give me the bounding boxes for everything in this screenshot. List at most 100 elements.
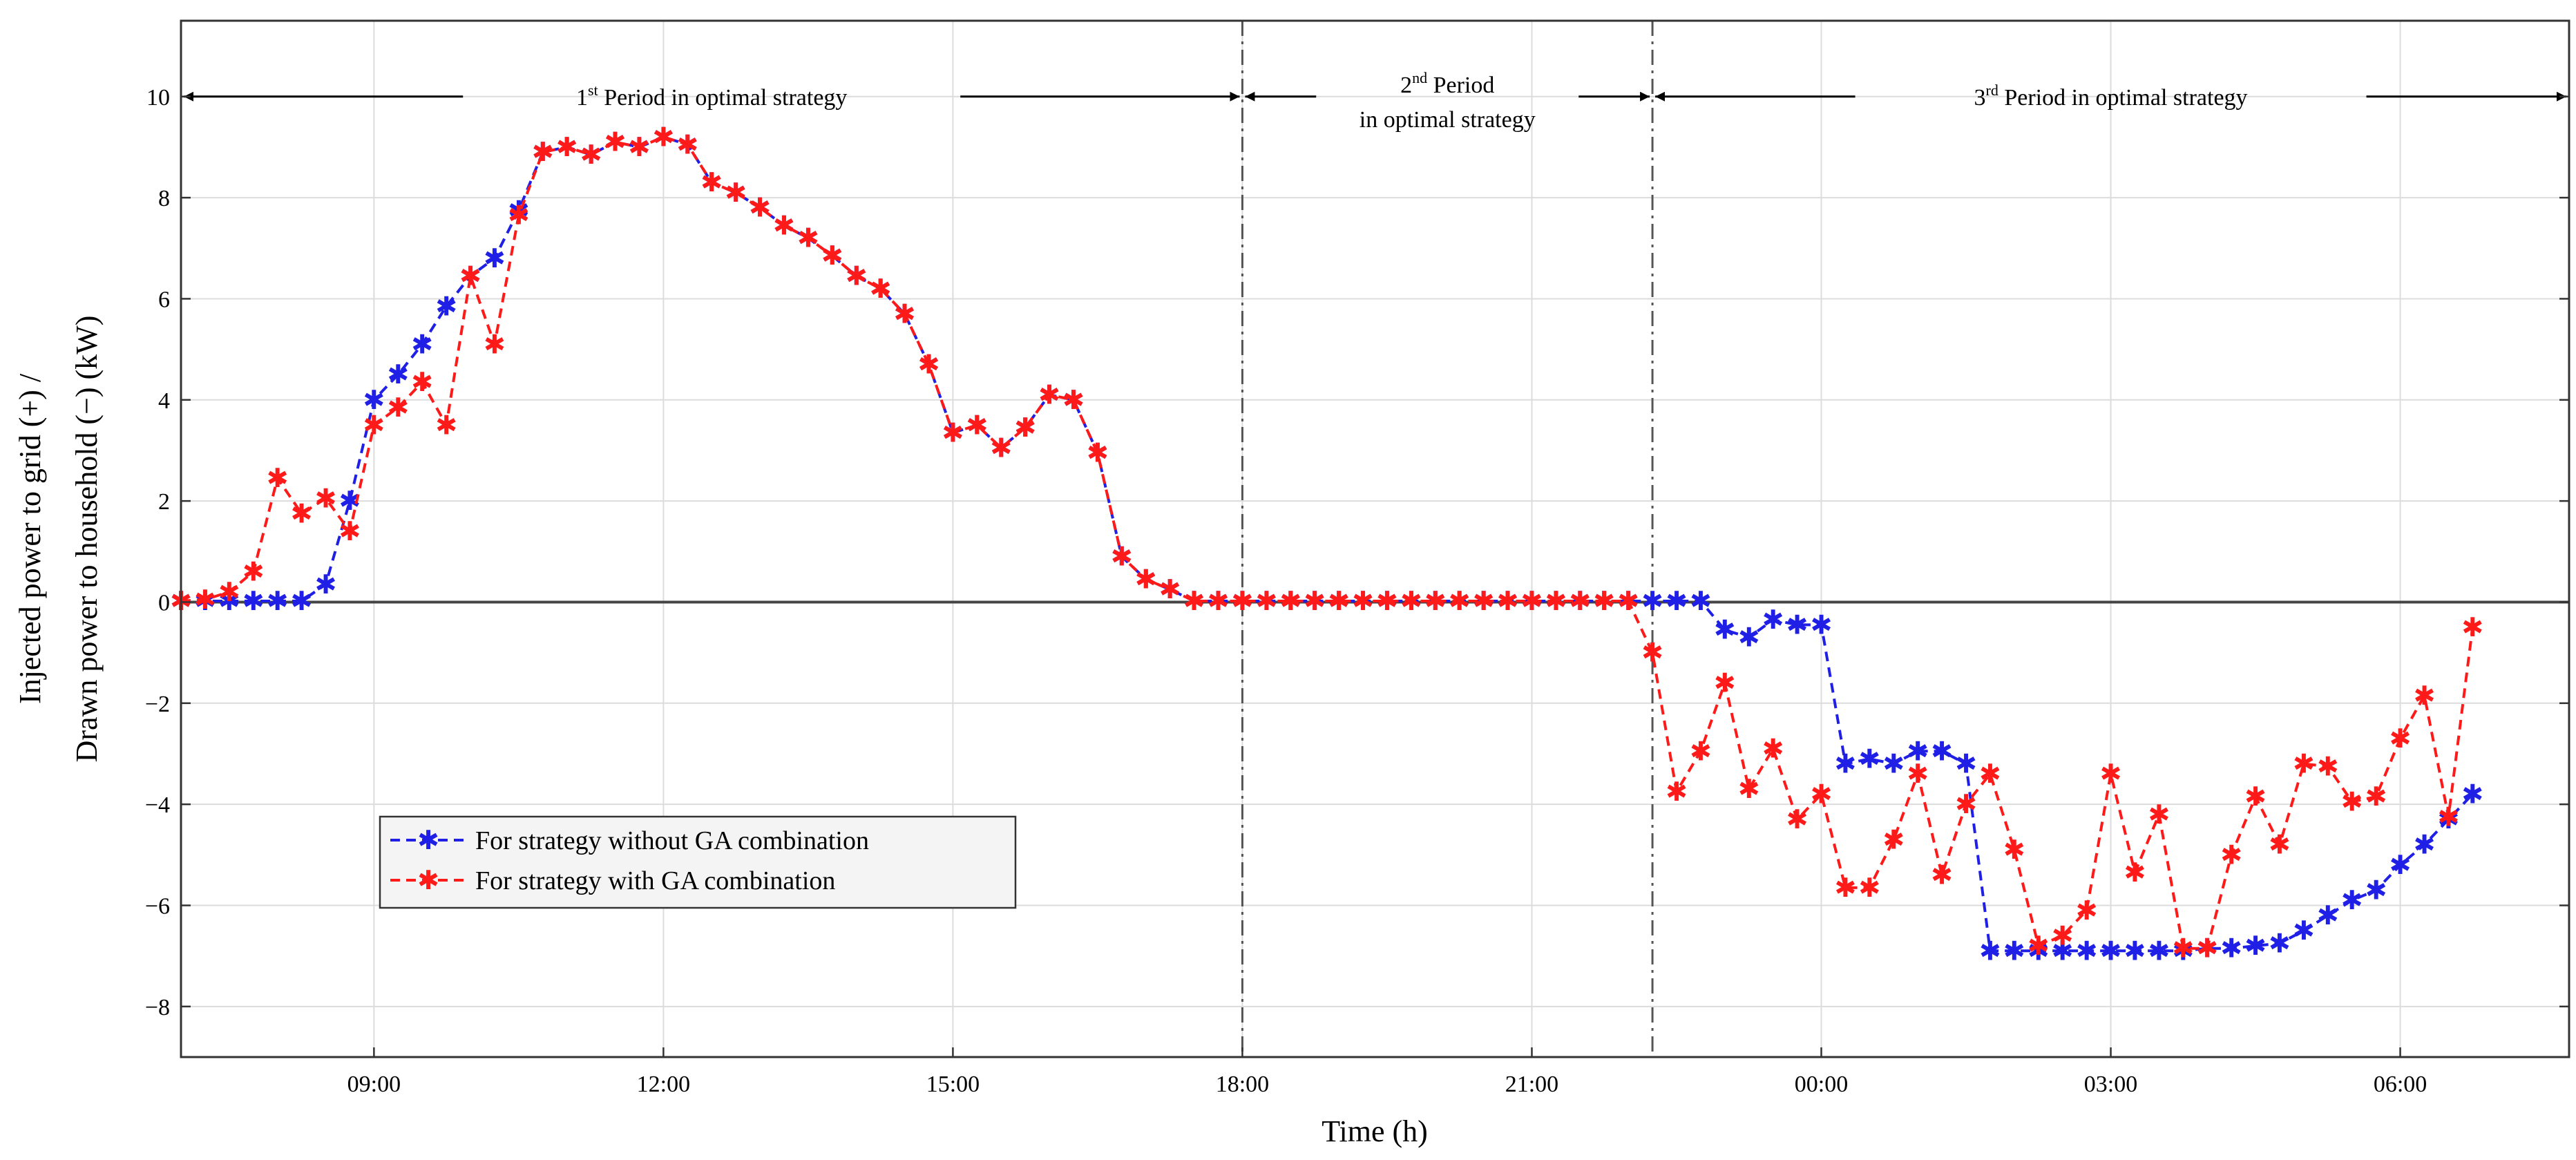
y-tick-label-7: 6 <box>158 287 170 312</box>
series-2-point-62: ✱ <box>1666 777 1688 807</box>
series-2-point-24: ✱ <box>749 193 771 223</box>
series-2-point-25: ✱ <box>773 210 795 240</box>
period-label-ordinal-1: st <box>588 82 598 99</box>
series-2-point-54: ✱ <box>1473 586 1495 616</box>
series-2-point-38: ✱ <box>1087 438 1109 468</box>
series-2-point-57: ✱ <box>1545 586 1567 616</box>
legend-label-with-ga: For strategy with GA combination <box>475 866 835 895</box>
series-2-point-95: ✱ <box>2461 612 2483 643</box>
period-label-ordinal-2: nd <box>1412 69 1427 86</box>
series-2-point-46: ✱ <box>1279 586 1301 616</box>
series-2-point-77: ✱ <box>2028 931 2050 961</box>
series-2-point-89: ✱ <box>2317 751 2339 781</box>
period-label-3: 3rd Period in optimal strategy <box>1974 82 2248 111</box>
series-2-point-31: ✱ <box>918 350 940 380</box>
series-1-point-38: ✱ <box>1087 438 1109 468</box>
series-2-point-36: ✱ <box>1038 379 1060 410</box>
series-2-point-82: ✱ <box>2148 799 2170 830</box>
series-2-point-59: ✱ <box>1593 586 1615 616</box>
series-2-point-49: ✱ <box>1352 586 1374 616</box>
series-2-point-19: ✱ <box>629 132 651 162</box>
series-2-point-83: ✱ <box>2172 933 2194 964</box>
series-1-point-74: ✱ <box>1955 749 1977 779</box>
series-2-point-47: ✱ <box>1304 586 1326 616</box>
series-2-point-42: ✱ <box>1183 586 1205 616</box>
series-2-point-53: ✱ <box>1449 586 1471 616</box>
series-2-point-84: ✱ <box>2196 933 2218 964</box>
series-2-point-72: ✱ <box>1907 759 1929 789</box>
series-2-point-27: ✱ <box>821 240 843 271</box>
series-2-point-44: ✱ <box>1232 586 1254 616</box>
series-1-point-31: ✱ <box>918 350 940 380</box>
series-1-point-25: ✱ <box>773 210 795 240</box>
series-2-point-12: ✱ <box>459 261 481 292</box>
series-1-point-23: ✱ <box>725 178 747 208</box>
y-tick-label-6: 4 <box>158 388 170 414</box>
series-2-point-56: ✱ <box>1521 586 1543 616</box>
series-1-point-61: ✱ <box>1641 586 1663 616</box>
series-1-point-20: ✱ <box>652 122 674 152</box>
plot-frame <box>180 19 2570 1058</box>
series-1-point-17: ✱ <box>580 140 602 170</box>
series-1-point-10: ✱ <box>411 329 433 359</box>
series-2-point-67: ✱ <box>1786 804 1809 835</box>
series-1-point-67: ✱ <box>1786 609 1809 640</box>
y-axis-label-line1: Injected power to grid (+) / <box>13 373 47 704</box>
series-2-point-3: ✱ <box>242 557 265 587</box>
series-1-point-65: ✱ <box>1738 622 1760 653</box>
series-2-point-45: ✱ <box>1255 586 1277 616</box>
series-1-point-70: ✱ <box>1858 743 1880 774</box>
y-ticks: −8 −6 −4 −2 0 2 4 6 8 10 <box>145 85 2569 1020</box>
series-1-point-80: ✱ <box>2100 935 2122 966</box>
series-2-point-43: ✱ <box>1208 586 1230 616</box>
legend-label-without-ga: For strategy without GA combination <box>475 826 869 855</box>
series-2-point-70: ✱ <box>1858 873 1880 903</box>
series-2-point-13: ✱ <box>484 329 506 359</box>
period-label-1: 1st Period in optimal strategy <box>576 82 847 111</box>
series-1-point-4: ✱ <box>267 586 289 616</box>
x-tick-label-3: 18:00 <box>1216 1072 1269 1097</box>
series-2-point-29: ✱ <box>870 274 892 304</box>
series-1-point-87: ✱ <box>2269 928 2291 958</box>
series-1-point-35: ✱ <box>1014 412 1036 443</box>
x-tick-label-0: 09:00 <box>347 1072 401 1097</box>
y-tick-label-0: −8 <box>145 995 170 1020</box>
series-1-point-85: ✱ <box>2220 933 2242 964</box>
series-1-point-81: ✱ <box>2124 935 2146 966</box>
legend-box <box>379 815 1017 909</box>
series-1-point-86: ✱ <box>2244 931 2267 961</box>
series-1-point-91: ✱ <box>2365 875 2387 906</box>
series-2-point-2: ✱ <box>218 577 240 607</box>
series-2-point-9: ✱ <box>387 392 409 423</box>
series-2-point-61: ✱ <box>1641 638 1663 668</box>
series-1-point-93: ✱ <box>2414 830 2436 860</box>
series-1-point-89: ✱ <box>2317 900 2339 931</box>
x-axis-label: Time (h) <box>1322 1114 1428 1148</box>
series-1-point-3: ✱ <box>242 586 265 616</box>
series-1-point-92: ✱ <box>2389 850 2412 880</box>
series-1-point-76: ✱ <box>2003 935 2025 966</box>
series-2-point-8: ✱ <box>363 410 385 440</box>
series-2-point-4: ✱ <box>267 463 289 493</box>
series-2-point-40: ✱ <box>1135 564 1157 595</box>
x-ticks: 09:00 12:00 15:00 18:00 21:00 00:00 03:00 06:00 <box>347 1047 2427 1097</box>
series-2-point-55: ✱ <box>1497 586 1519 616</box>
series-2-point-41: ✱ <box>1159 574 1181 605</box>
y-tick-label-2: −4 <box>145 792 170 818</box>
series-2-point-66: ✱ <box>1762 734 1784 764</box>
series-2-point-33: ✱ <box>966 410 988 440</box>
series-2-point-93: ✱ <box>2414 681 2436 711</box>
series-2-point-69: ✱ <box>1835 873 1857 903</box>
series-2-point-17: ✱ <box>580 140 602 170</box>
series-2-point-32: ✱ <box>942 417 964 448</box>
series-2-point-5: ✱ <box>291 498 313 529</box>
series-1-point-29: ✱ <box>870 274 892 304</box>
series-2-point-94: ✱ <box>2437 801 2459 832</box>
series-1-point-15: ✱ <box>532 137 554 167</box>
series-1-point-64: ✱ <box>1714 615 1736 645</box>
y-tick-label-9: 10 <box>146 85 170 111</box>
series-2-point-90: ✱ <box>2341 786 2363 817</box>
period-label-text-1: Period in optimal strategy <box>598 85 848 111</box>
period-label-2: 2nd Period <box>1400 69 1494 98</box>
